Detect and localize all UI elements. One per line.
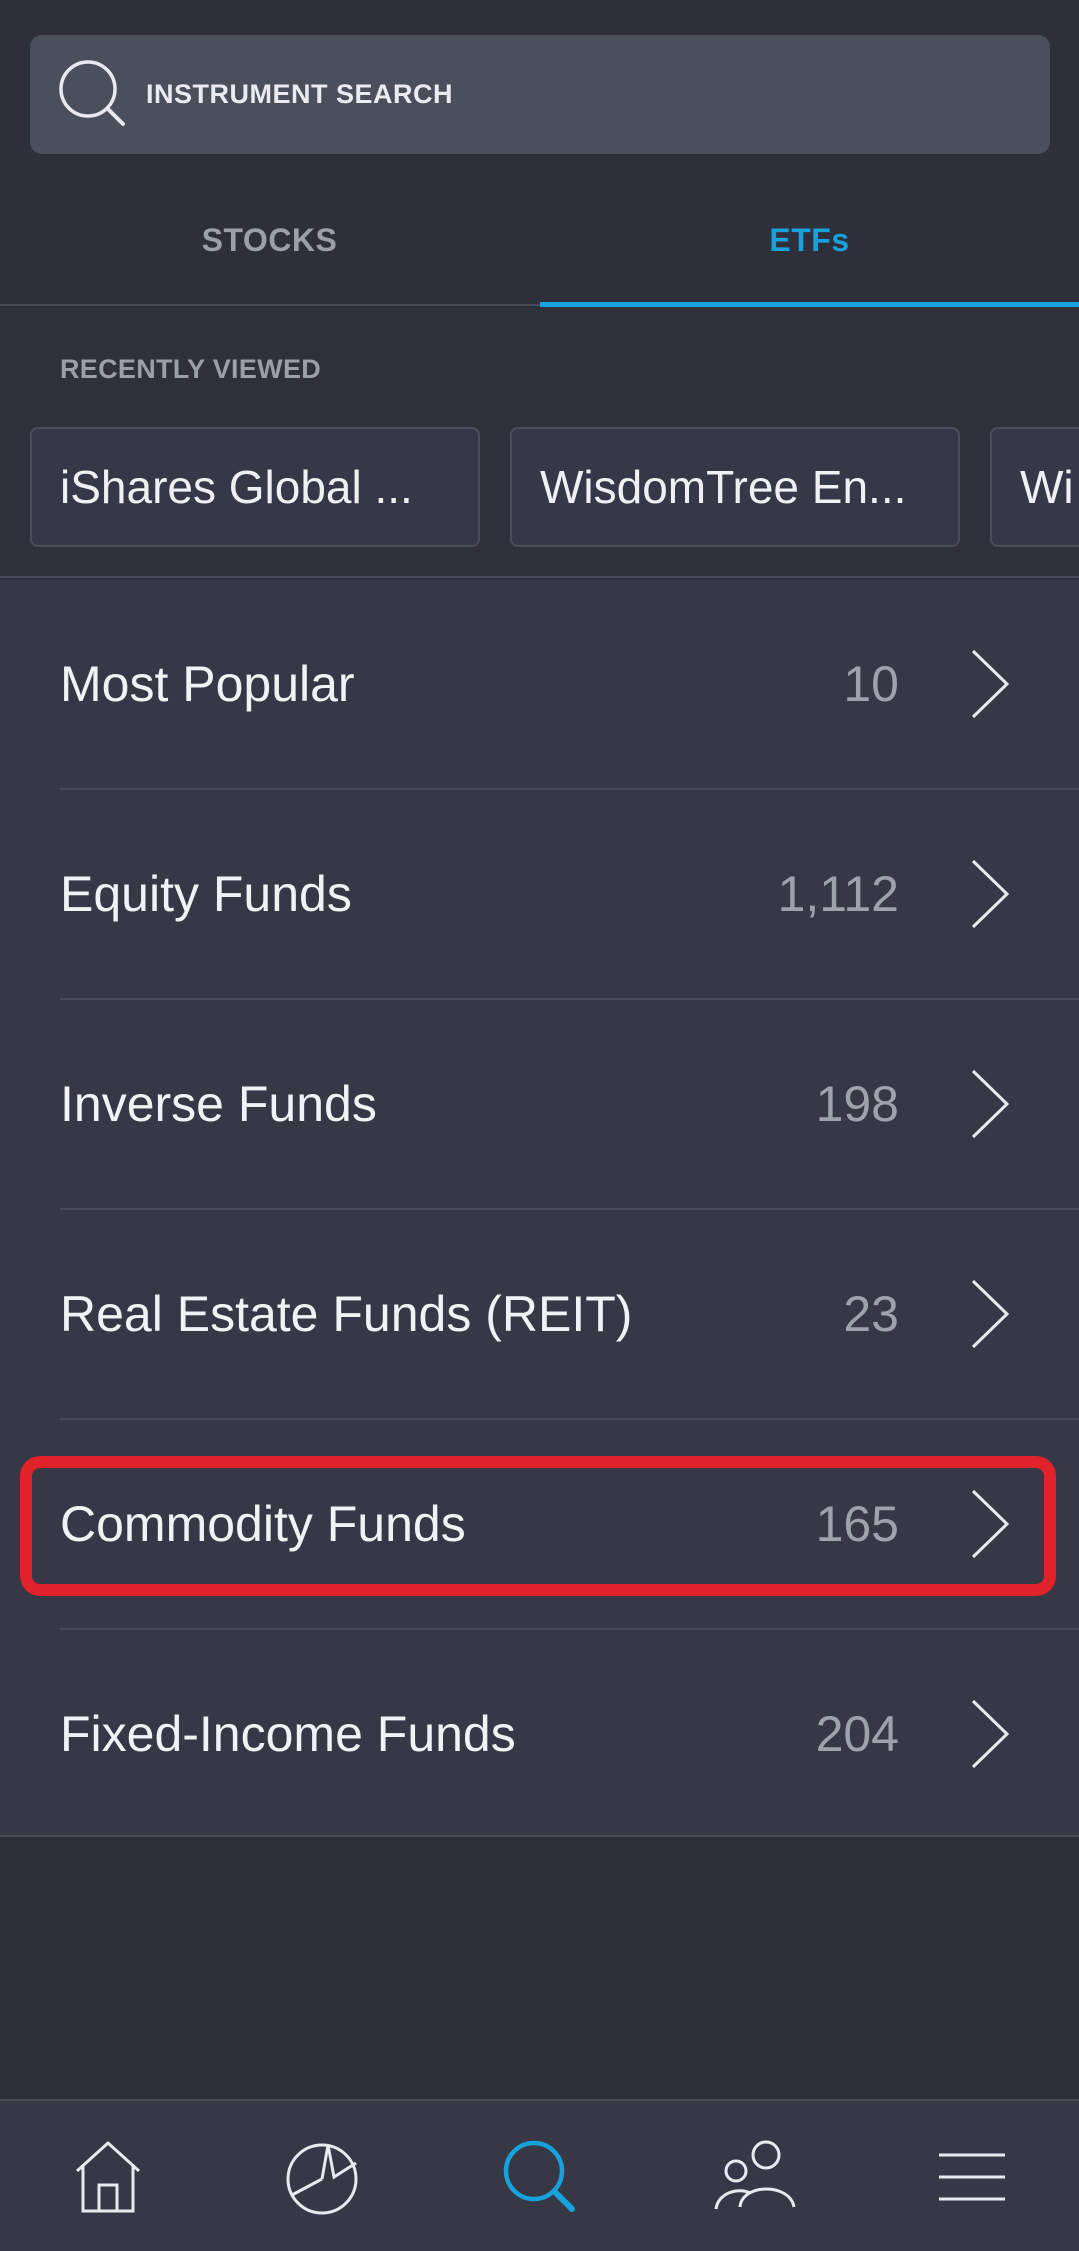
nav-search[interactable] (432, 2101, 648, 2251)
category-label: Inverse Funds (60, 1076, 377, 1132)
row-divider (60, 788, 1079, 790)
category-count: 165 (815, 1496, 899, 1552)
category-row-commodity-funds[interactable]: Commodity Funds 165 (0, 1420, 1079, 1630)
chevron-right-icon (971, 1279, 1010, 1349)
category-row-real-estate-funds[interactable]: Real Estate Funds (REIT) 23 (0, 1210, 1079, 1420)
chevron-right-icon (971, 1069, 1010, 1139)
category-label: Real Estate Funds (REIT) (60, 1286, 633, 1342)
recent-item[interactable]: WisdomTree En... (510, 427, 960, 547)
category-row-most-popular[interactable]: Most Popular 10 (0, 580, 1079, 790)
instrument-search-bar[interactable]: INSTRUMENT SEARCH (30, 35, 1050, 154)
category-row-equity-funds[interactable]: Equity Funds 1,112 (0, 790, 1079, 1000)
category-count: 23 (843, 1286, 899, 1342)
row-divider (60, 1208, 1079, 1210)
active-tab-indicator (540, 302, 1079, 307)
category-label: Most Popular (60, 656, 355, 712)
category-row-inverse-funds[interactable]: Inverse Funds 198 (0, 1000, 1079, 1210)
category-count: 1,112 (777, 866, 899, 922)
recently-viewed-section: RECENTLY VIEWED iShares Global ... Wisdo… (0, 308, 1079, 578)
menu-icon (939, 2153, 1005, 2201)
nav-portfolio[interactable] (216, 2101, 432, 2251)
chevron-right-icon (971, 859, 1010, 929)
nav-menu[interactable] (864, 2101, 1079, 2251)
search-label: INSTRUMENT SEARCH (146, 79, 454, 109)
home-icon (75, 2141, 141, 2213)
category-label: Fixed-Income Funds (60, 1706, 516, 1762)
row-divider (60, 1418, 1079, 1420)
tab-etfs[interactable]: ETFs (769, 222, 850, 258)
chevron-right-icon (971, 1489, 1010, 1559)
recently-viewed-title: RECENTLY VIEWED (60, 354, 322, 384)
recent-item[interactable]: Wi (990, 427, 1079, 547)
row-divider (60, 1628, 1079, 1630)
people-icon (714, 2140, 796, 2210)
nav-home[interactable] (0, 2101, 216, 2251)
nav-community[interactable] (648, 2101, 864, 2251)
portfolio-pie-icon (286, 2143, 358, 2215)
category-label: Equity Funds (60, 866, 352, 922)
category-label: Commodity Funds (60, 1496, 466, 1552)
chevron-right-icon (971, 649, 1010, 719)
search-icon (54, 55, 134, 135)
search-icon (503, 2140, 575, 2212)
tab-stocks[interactable]: STOCKS (201, 222, 338, 258)
instrument-type-tabs: STOCKS ETFs (0, 175, 1079, 307)
etf-category-list: Most Popular 10 Equity Funds 1,112 Inver… (0, 580, 1079, 1837)
row-divider (60, 998, 1079, 1000)
recent-item[interactable]: iShares Global ... (30, 427, 480, 547)
chevron-right-icon (971, 1699, 1010, 1769)
category-row-fixed-income-funds[interactable]: Fixed-Income Funds 204 (0, 1630, 1079, 1840)
category-count: 198 (815, 1076, 899, 1132)
category-count: 10 (843, 656, 899, 712)
bottom-navigation-bar (0, 2099, 1079, 2251)
category-count: 204 (815, 1706, 899, 1762)
